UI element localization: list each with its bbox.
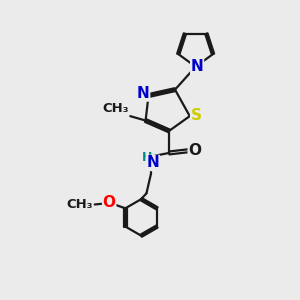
Text: O: O [188,143,201,158]
Text: H: H [142,151,152,164]
Text: O: O [103,195,116,210]
Text: S: S [191,108,202,123]
Text: CH₃: CH₃ [67,198,93,211]
Text: N: N [147,155,159,170]
Text: N: N [137,86,150,101]
Text: CH₃: CH₃ [102,102,129,115]
Text: N: N [191,59,203,74]
